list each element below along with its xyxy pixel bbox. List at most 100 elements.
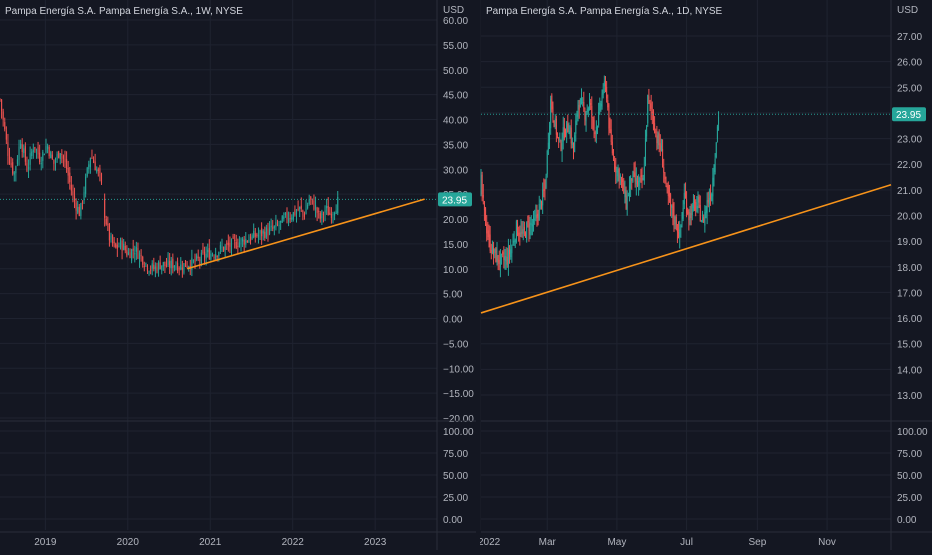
- candle-body: [39, 152, 41, 163]
- candle-body: [611, 141, 613, 154]
- weekly-y-tick-label: 20.00: [443, 215, 468, 226]
- candle-body: [305, 208, 307, 215]
- weekly-volume-tick-label: 100.00: [443, 427, 474, 438]
- candle-body: [617, 170, 619, 173]
- candle-body: [97, 169, 99, 171]
- daily-y-tick-label: 13.00: [897, 391, 922, 402]
- candle-body: [196, 255, 198, 260]
- candle-body: [253, 230, 255, 238]
- candle-body: [495, 248, 497, 262]
- daily-chart-title: Pampa Energía S.A. Pampa Energía S.A., 1…: [486, 6, 723, 17]
- candle-body: [80, 203, 82, 216]
- candle-body: [648, 96, 650, 100]
- candle-body: [517, 223, 519, 236]
- candle-body: [563, 127, 565, 139]
- candle-body: [246, 241, 248, 243]
- candle-body: [221, 246, 223, 248]
- candle-body: [99, 168, 101, 173]
- candle-body: [54, 160, 57, 163]
- candle-body: [667, 184, 669, 197]
- candle-body: [652, 111, 654, 124]
- candle-body: [291, 217, 293, 220]
- candle-body: [154, 266, 156, 270]
- candle-body: [75, 202, 77, 211]
- candle-body: [232, 236, 234, 239]
- daily-y-tick-label: 21.00: [897, 186, 922, 197]
- candle-body: [261, 228, 263, 237]
- candle-body: [264, 231, 266, 238]
- candle-body: [670, 194, 672, 207]
- weekly-trendline: [186, 198, 425, 270]
- daily-volume-tick-label: 25.00: [897, 493, 922, 504]
- candle-body: [159, 262, 161, 269]
- candle-body: [175, 265, 177, 269]
- weekly-volume-tick-label: 0.00: [443, 515, 463, 526]
- candle-body: [142, 256, 144, 265]
- candle-body: [506, 256, 508, 265]
- candle-body: [89, 157, 91, 168]
- candle-body: [173, 265, 175, 268]
- candle-body: [715, 142, 717, 158]
- candle-body: [113, 241, 115, 243]
- candle-body: [112, 235, 114, 244]
- candle-body: [70, 184, 72, 191]
- candle-body: [86, 167, 88, 177]
- candle-body: [562, 127, 564, 142]
- daily-x-tick-label: 2022: [478, 537, 501, 548]
- candle-body: [58, 151, 60, 158]
- candle-body: [488, 235, 490, 237]
- candle-body: [180, 264, 182, 270]
- candle-body: [708, 198, 710, 205]
- candle-body: [313, 200, 315, 210]
- candle-body: [533, 216, 535, 224]
- candle-body: [582, 101, 584, 103]
- candle-body: [332, 213, 334, 216]
- candle-body: [132, 248, 134, 251]
- candle-body: [203, 251, 206, 258]
- daily-volume-tick-label: 0.00: [897, 515, 917, 526]
- candle-body: [689, 211, 691, 224]
- candle-body: [324, 210, 326, 213]
- candle-body: [7, 142, 9, 157]
- candle-body: [61, 154, 63, 156]
- candle-body: [302, 210, 304, 213]
- candle-body: [40, 163, 42, 165]
- candle-body: [568, 132, 570, 135]
- candle-body: [674, 216, 676, 225]
- candle-body: [711, 193, 713, 201]
- candle-body: [5, 131, 7, 140]
- candle-body: [153, 264, 155, 270]
- candle-body: [184, 260, 187, 267]
- candle-body: [646, 125, 648, 137]
- candle-body: [183, 263, 185, 273]
- candle-body: [35, 149, 38, 151]
- daily-y-tick-label: 26.00: [897, 58, 922, 69]
- candle-body: [481, 174, 483, 195]
- candle-body: [631, 178, 633, 181]
- weekly-y-tick-label: 30.00: [443, 165, 468, 176]
- candle-body: [330, 214, 332, 219]
- candle-body: [292, 212, 294, 220]
- candle-body: [501, 253, 503, 255]
- candle-body: [502, 251, 504, 255]
- candle-body: [578, 104, 580, 110]
- candle-body: [66, 159, 68, 170]
- weekly-x-tick-label: 2021: [199, 537, 222, 548]
- candle-body: [281, 216, 283, 223]
- candle-body: [272, 227, 274, 229]
- weekly-y-tick-label: 15.00: [443, 240, 468, 251]
- candle-body: [218, 252, 220, 257]
- candle-body: [16, 159, 18, 164]
- candle-body: [698, 196, 700, 203]
- candle-body: [594, 132, 596, 135]
- candle-body: [553, 120, 555, 127]
- candle-body: [26, 163, 28, 171]
- candle-body: [644, 138, 646, 165]
- candle-body: [614, 159, 616, 170]
- candle-body: [254, 233, 256, 237]
- candle-body: [641, 174, 643, 183]
- candle-body: [585, 114, 587, 122]
- candle-body: [595, 126, 597, 134]
- candle-body: [630, 175, 632, 189]
